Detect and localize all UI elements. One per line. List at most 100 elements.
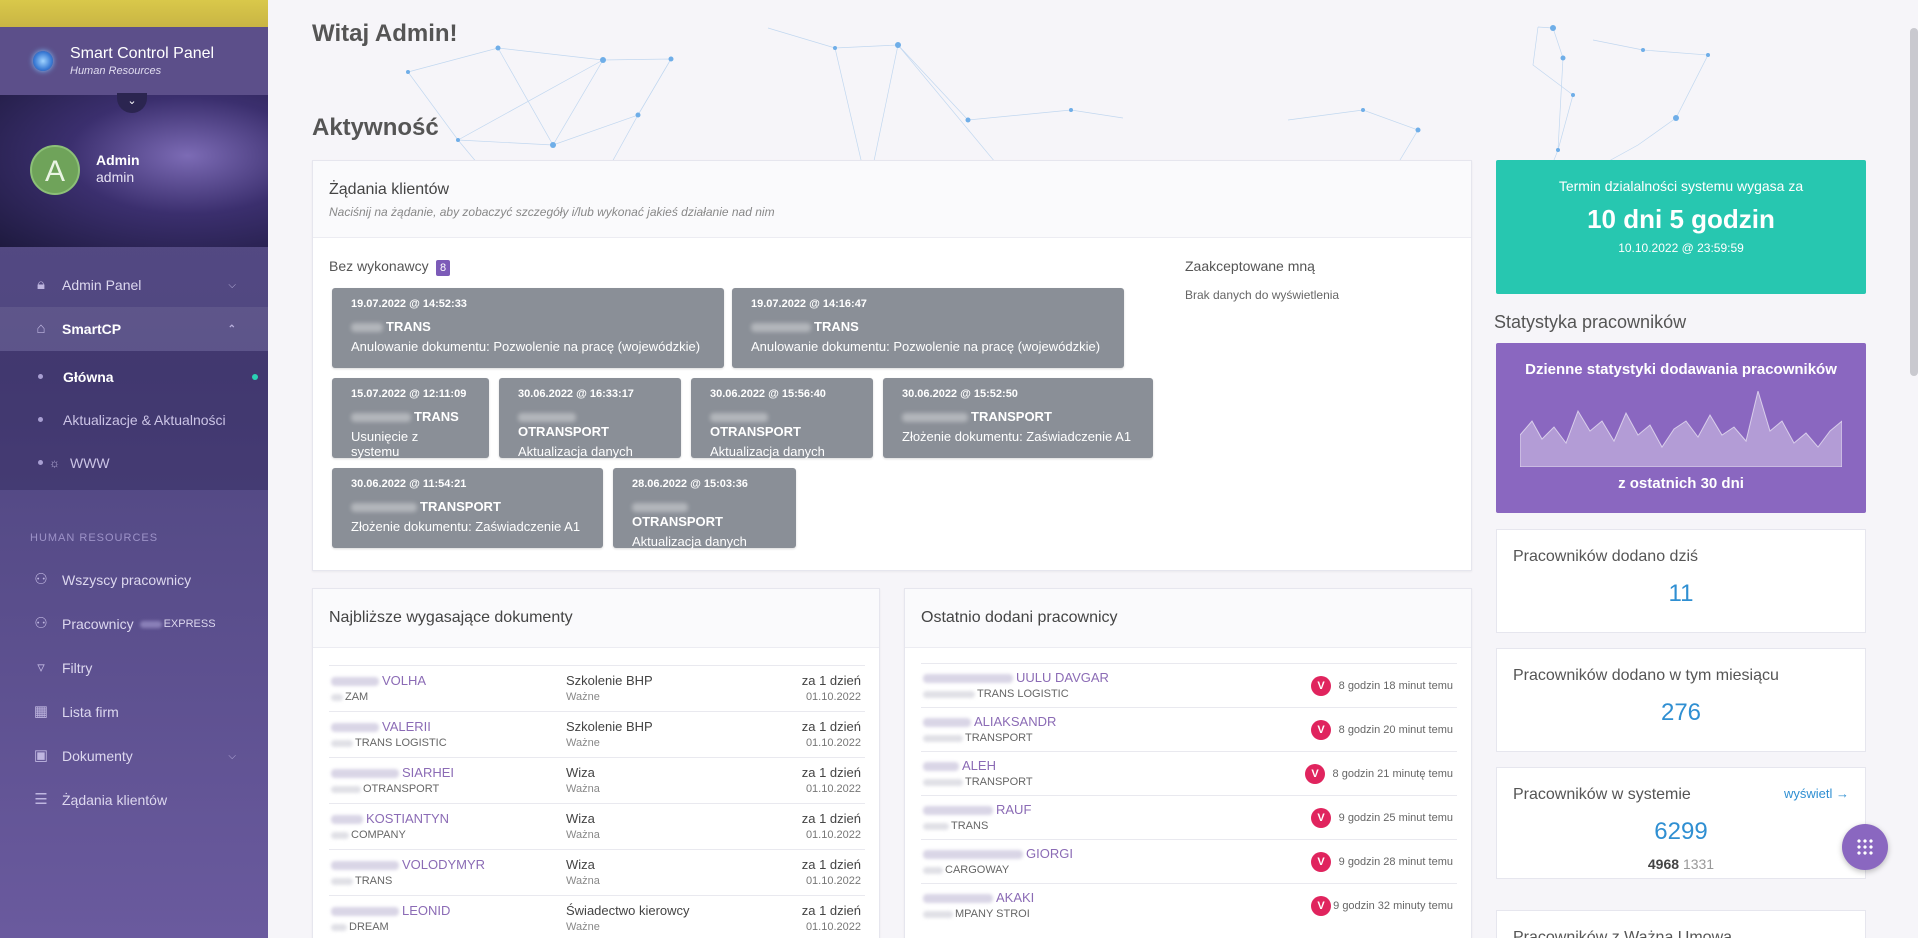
document-type: Wiza bbox=[566, 811, 595, 826]
redacted-text bbox=[331, 831, 349, 839]
smartcp-submenu: Główna Aktualizacje & Aktualności ☼ WWW bbox=[0, 351, 268, 490]
redacted-text bbox=[923, 910, 953, 918]
due-in: za 1 dzień bbox=[801, 857, 861, 872]
list-item[interactable]: AKAKI MPANY STROI V 9 godzin 32 minuty t… bbox=[921, 883, 1457, 927]
due-date: 01.10.2022 bbox=[805, 829, 861, 841]
list-item[interactable]: RAUF TRANS V 9 godzin 25 minut temu bbox=[921, 795, 1457, 839]
document-icon: ▣ bbox=[33, 747, 49, 764]
user-profile: ⌄ A Admin admin bbox=[0, 93, 268, 247]
card-title: Najbliższe wygasające dokumenty bbox=[329, 609, 573, 626]
table-row[interactable]: VOLODYMYR TRANS Wiza Ważna za 1 dzień 01… bbox=[329, 849, 865, 895]
redacted-text bbox=[331, 923, 347, 931]
nav-admin-panel[interactable]: 🔒︎ Admin Panel ⌵ bbox=[0, 263, 268, 307]
active-dot-icon bbox=[252, 373, 258, 380]
avatar[interactable]: A bbox=[30, 145, 80, 195]
redacted-text bbox=[518, 413, 576, 423]
sub-item-glowna[interactable]: Główna bbox=[0, 355, 268, 398]
view-link[interactable]: wyświetl → bbox=[1783, 786, 1849, 801]
logo-icon bbox=[30, 48, 56, 74]
unassigned-column: Bez wykonawcy 8 bbox=[329, 258, 451, 276]
employee-name[interactable]: LEONID bbox=[331, 903, 450, 918]
kpi-added-month: Pracowników dodano w tym miesiącu 276 bbox=[1496, 648, 1866, 752]
table-row[interactable]: VOLHA ZAM Szkolenie BHP Ważne za 1 dzień… bbox=[329, 665, 865, 711]
daily-stats-card[interactable]: Dzienne statystyki dodawania pracowników… bbox=[1496, 343, 1866, 513]
employee-name[interactable]: VALERII bbox=[331, 719, 431, 734]
redacted-text bbox=[331, 693, 343, 701]
request-action: Aktualizacja danych bbox=[710, 444, 825, 459]
employee-name[interactable]: GIORGI bbox=[923, 846, 1073, 861]
request-date: 19.07.2022 @ 14:16:47 bbox=[751, 298, 867, 310]
employee-company: DREAM bbox=[331, 921, 389, 933]
page-scrollbar[interactable] bbox=[1910, 28, 1918, 376]
list-item[interactable]: ALEH TRANSPORT V 8 godzin 21 minutę temu bbox=[921, 751, 1457, 795]
apps-menu-button[interactable] bbox=[1842, 824, 1888, 870]
expiry-date: 10.10.2022 @ 23:59:59 bbox=[1618, 241, 1744, 255]
redacted-text bbox=[710, 413, 768, 423]
nav-company-list[interactable]: ▦ Lista firm bbox=[0, 690, 268, 734]
nav-all-employees[interactable]: ⚇ Wszyscy pracownicy bbox=[0, 558, 268, 602]
employee-name[interactable]: RAUF bbox=[923, 802, 1031, 817]
sub-item-updates[interactable]: Aktualizacje & Aktualności bbox=[0, 398, 268, 441]
list-item[interactable]: ALIAKSANDR TRANSPORT V 8 godzin 20 minut… bbox=[921, 707, 1457, 751]
main-nav: 🔒︎ Admin Panel ⌵ ⌂ SmartCP ⌃ Główna Aktu… bbox=[0, 247, 268, 822]
table-row[interactable]: KOSTIANTYN COMPANY Wiza Ważna za 1 dzień… bbox=[329, 803, 865, 849]
request-action: Anulowanie dokumentu: Pozwolenie na prac… bbox=[751, 339, 1101, 354]
status-badge: V bbox=[1311, 720, 1331, 740]
documents-list: VOLHA ZAM Szkolenie BHP Ważne za 1 dzień… bbox=[329, 665, 865, 938]
employee-name[interactable]: VOLHA bbox=[331, 673, 426, 688]
list-item[interactable]: UULU DAVGAR TRANS LOGISTIC V 8 godzin 18… bbox=[921, 663, 1457, 707]
request-tile[interactable]: 30.06.2022 @ 11:54:21 TRANSPORT Złożenie… bbox=[332, 468, 603, 548]
employee-company: COMPANY bbox=[331, 829, 406, 841]
status-badge: V bbox=[1311, 808, 1331, 828]
request-tile[interactable]: 30.06.2022 @ 16:33:17 OTRANSPORT Aktuali… bbox=[499, 378, 681, 459]
bullet-icon bbox=[38, 374, 43, 379]
redacted-text bbox=[331, 815, 363, 825]
employee-stats-title: Statystyka pracowników bbox=[1494, 312, 1687, 332]
accepted-column: Zaakceptowane mną Brak danych do wyświet… bbox=[1185, 258, 1339, 302]
nav-filters[interactable]: ▿ Filtry bbox=[0, 646, 268, 690]
accepted-label: Zaakceptowane mną bbox=[1185, 258, 1315, 274]
employee-name[interactable]: KOSTIANTYN bbox=[331, 811, 449, 826]
request-tile[interactable]: 30.06.2022 @ 15:52:50 TRANSPORT Złożenie… bbox=[883, 378, 1153, 458]
request-action: Aktualizacja danych bbox=[632, 534, 747, 549]
employee-name[interactable]: VOLODYMYR bbox=[331, 857, 485, 872]
redacted-text bbox=[923, 690, 975, 698]
due-in: za 1 dzień bbox=[801, 765, 861, 780]
employee-name[interactable]: ALIAKSANDR bbox=[923, 714, 1056, 729]
request-tile[interactable]: 19.07.2022 @ 14:16:47 TRANS Anulowanie d… bbox=[732, 288, 1124, 368]
employee-name[interactable]: ALEH bbox=[923, 758, 996, 773]
kpi-label: Pracowników dodano dziś bbox=[1513, 548, 1698, 565]
nav-client-requests[interactable]: ☰ Żądania klientów bbox=[0, 778, 268, 822]
nav-documents[interactable]: ▣ Dokumenty ⌵ bbox=[0, 734, 268, 778]
expiry-value: 10 dni 5 godzin bbox=[1587, 204, 1775, 234]
request-tile[interactable]: 19.07.2022 @ 14:52:33 TRANS Anulowanie d… bbox=[332, 288, 724, 368]
table-row[interactable]: VALERII TRANS LOGISTIC Szkolenie BHP Waż… bbox=[329, 711, 865, 757]
redacted-text bbox=[923, 850, 1023, 860]
filter-icon: ▿ bbox=[37, 659, 45, 676]
brand[interactable]: Smart Control Panel Human Resources bbox=[0, 27, 268, 95]
redacted-text bbox=[139, 620, 162, 628]
table-row[interactable]: SIARHEI OTRANSPORT Wiza Ważna za 1 dzień… bbox=[329, 757, 865, 803]
request-tile[interactable]: 30.06.2022 @ 15:56:40 OTRANSPORT Aktuali… bbox=[691, 378, 873, 459]
nav-smartcp[interactable]: ⌂ SmartCP ⌃ bbox=[0, 307, 268, 351]
added-time: 9 godzin 25 minut temu bbox=[1338, 812, 1453, 824]
nav-employees-express[interactable]: ⚇ Pracownicy EXPRESS bbox=[0, 602, 268, 646]
chevron-down-icon[interactable]: ⌄ bbox=[117, 93, 147, 113]
employee-name[interactable]: SIARHEI bbox=[331, 765, 454, 780]
kpi-label: Pracowników z Ważną Umową bbox=[1513, 929, 1733, 938]
request-tile[interactable]: 15.07.2022 @ 12:11:09 TRANS Usunięcie z … bbox=[332, 378, 489, 459]
table-row[interactable]: LEONID DREAM Świadectwo kierowcy Ważne z… bbox=[329, 895, 865, 938]
employee-company: TRANSPORT bbox=[923, 732, 1033, 744]
redacted-text bbox=[331, 877, 353, 885]
list-item[interactable]: GIORGI CARGOWAY V 9 godzin 28 minut temu bbox=[921, 839, 1457, 883]
request-date: 28.06.2022 @ 15:03:36 bbox=[632, 478, 748, 490]
sub-item-www[interactable]: ☼ WWW bbox=[0, 441, 268, 484]
card-header: Najbliższe wygasające dokumenty bbox=[313, 589, 879, 648]
users-icon: ⚇ bbox=[34, 571, 48, 588]
request-date: 30.06.2022 @ 11:54:21 bbox=[351, 478, 467, 490]
document-status: Ważne bbox=[566, 737, 600, 749]
request-tile[interactable]: 28.06.2022 @ 15:03:36 OTRANSPORT Aktuali… bbox=[613, 468, 796, 549]
employee-name[interactable]: UULU DAVGAR bbox=[923, 670, 1109, 685]
employee-name[interactable]: AKAKI bbox=[923, 890, 1034, 905]
redacted-text bbox=[923, 778, 963, 786]
